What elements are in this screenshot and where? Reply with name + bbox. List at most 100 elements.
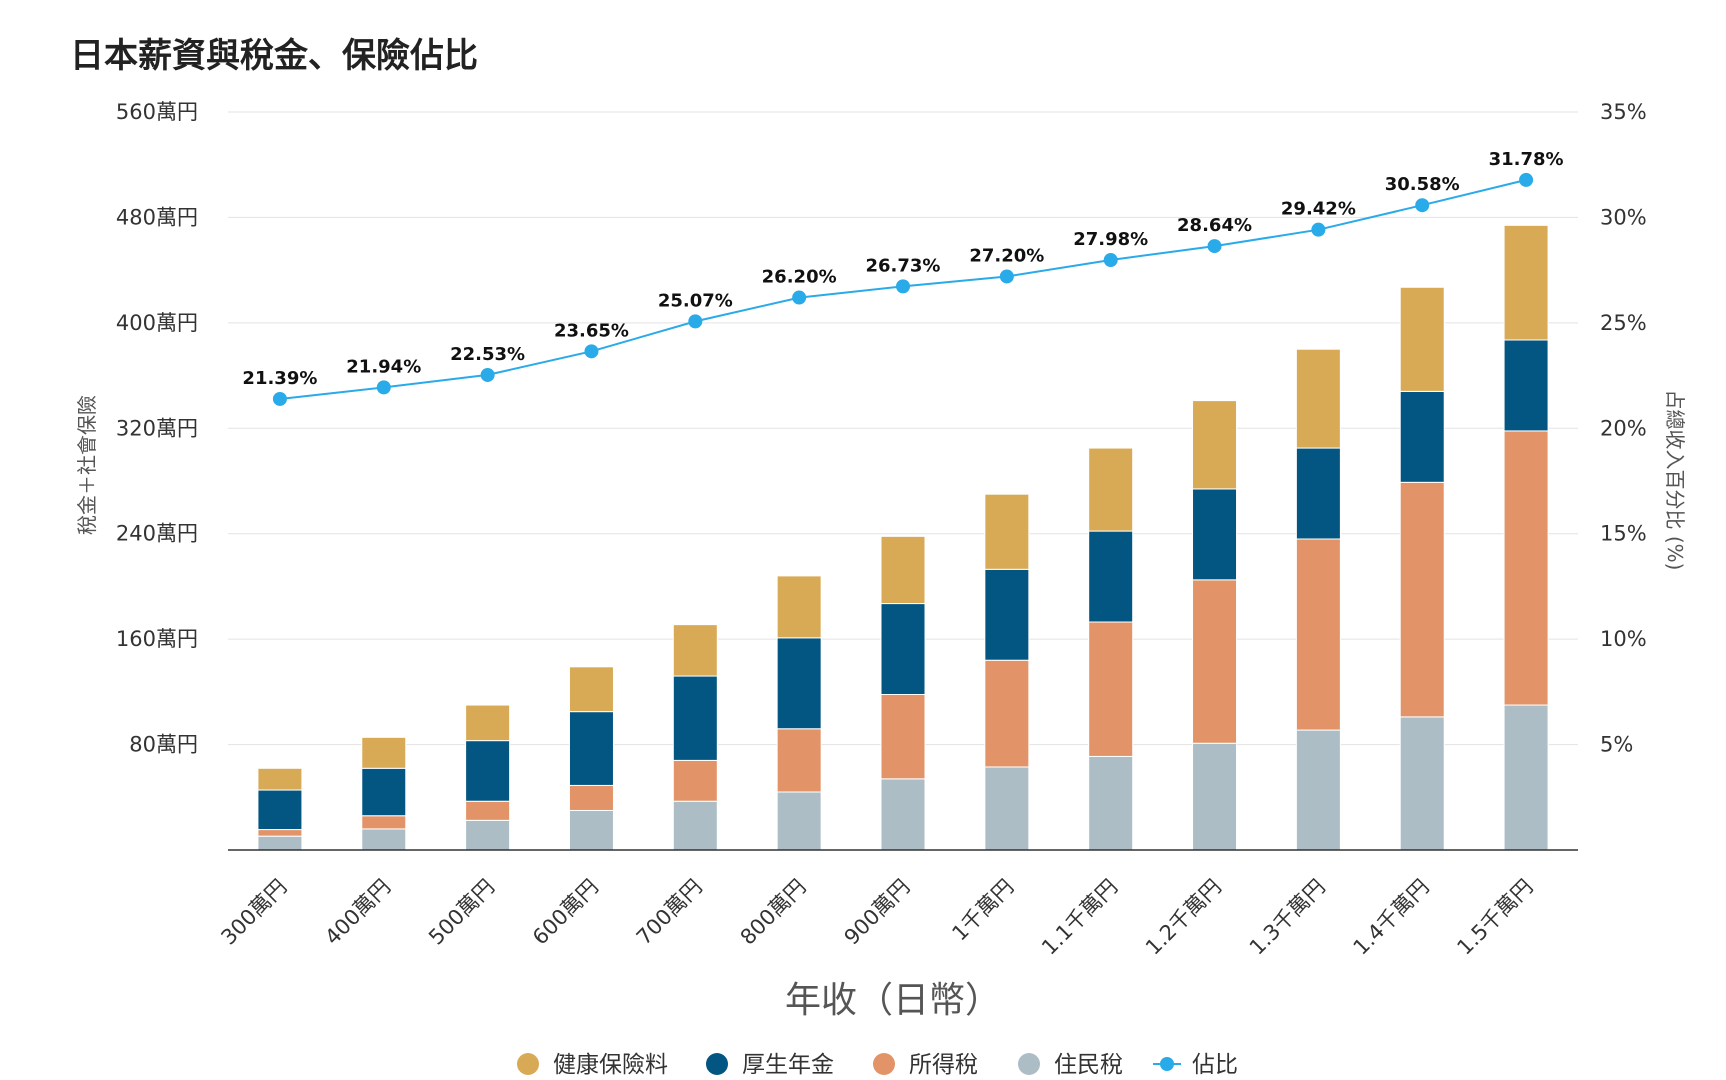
bar-segment — [257, 835, 303, 851]
y-tick-label: 560萬円 — [116, 100, 198, 124]
ratio-point — [1519, 172, 1534, 187]
bar-segment — [1088, 621, 1134, 757]
y2-axis-title: 占總收入百分比 (%) — [1663, 390, 1687, 571]
legend-label: 佔比 — [1192, 1052, 1238, 1078]
legend-point-icon — [1160, 1057, 1174, 1071]
bar-segment — [776, 791, 822, 851]
y2-tick-label: 30% — [1600, 205, 1647, 229]
bar-segment — [1192, 488, 1238, 581]
bar-segment — [465, 704, 511, 742]
legend: 健康保險料 厚生年金 所得稅 住民稅 佔比 — [517, 1052, 1238, 1078]
ratio-data-label: 25.07% — [658, 290, 733, 311]
bar-segment — [672, 675, 718, 761]
ratio-point — [480, 367, 495, 382]
y-axis-title: 稅金＋社會保險 — [75, 395, 99, 535]
chart-title: 日本薪資與稅金、保險佔比 — [70, 36, 478, 76]
x-tick-label: 1.2千萬円 — [1141, 875, 1226, 960]
bar-segment — [465, 740, 511, 802]
x-axis-title: 年收（日幣） — [785, 980, 1001, 1021]
bar-segment — [1295, 348, 1341, 449]
bar-segment — [1192, 400, 1238, 490]
bar-segment — [257, 789, 303, 831]
bar-segment — [672, 759, 718, 802]
ratio-point — [272, 391, 287, 406]
bar-segment — [1503, 704, 1549, 851]
ratio-data-label: 26.20% — [762, 267, 837, 288]
bar-segment — [1399, 286, 1445, 392]
bar-segment — [776, 728, 822, 793]
bar-segment — [1399, 716, 1445, 851]
bar-layer — [257, 224, 1549, 851]
legend-swatch — [517, 1053, 539, 1075]
bar-segment — [1192, 742, 1238, 851]
ratio-point — [376, 380, 391, 395]
bar-segment — [1399, 481, 1445, 718]
ratio-data-label: 28.64% — [1177, 215, 1252, 236]
bar-segment — [465, 819, 511, 851]
ratio-data-label: 27.20% — [969, 245, 1044, 266]
x-tick-label: 400萬円 — [320, 875, 395, 950]
bar-segment — [1503, 339, 1549, 432]
bar-segment — [776, 575, 822, 639]
legend-swatch — [1018, 1053, 1040, 1075]
y2-tick-label: 20% — [1600, 416, 1647, 440]
bar-segment — [361, 815, 407, 830]
y2-tick-label: 10% — [1600, 627, 1647, 651]
legend-label: 所得稅 — [909, 1052, 978, 1078]
y-tick-label: 400萬円 — [116, 311, 198, 335]
x-tick-label: 1千萬円 — [947, 875, 1018, 946]
ratio-point — [688, 314, 703, 329]
ratio-data-label: 21.39% — [242, 368, 317, 389]
x-tick-label: 1.5千萬円 — [1452, 875, 1537, 960]
bar-segment — [672, 800, 718, 851]
ratio-data-label: 29.42% — [1281, 199, 1356, 220]
bar-segment — [984, 659, 1030, 768]
bar-segment — [880, 778, 926, 851]
y2-tick-label: 25% — [1600, 311, 1647, 335]
bar-segment — [568, 809, 614, 851]
bar-segment — [1503, 224, 1549, 341]
x-tick-label: 1.4千萬円 — [1349, 875, 1434, 960]
legend-label: 健康保險料 — [553, 1052, 668, 1078]
bar-segment — [984, 493, 1030, 570]
bar-segment — [776, 637, 822, 730]
bar-segment — [1088, 755, 1134, 851]
ratio-point — [1311, 222, 1326, 237]
bar-segment — [1295, 447, 1341, 540]
bar-segment — [361, 767, 407, 817]
y-tick-label: 320萬円 — [116, 416, 198, 440]
legend-swatch — [706, 1053, 728, 1075]
bar-segment — [361, 736, 407, 769]
ratio-data-label: 23.65% — [554, 320, 629, 341]
bar-segment — [1088, 530, 1134, 623]
x-tick-label: 800萬円 — [736, 875, 811, 950]
bar-segment — [1088, 447, 1134, 532]
x-tick-label: 1.3千萬円 — [1245, 875, 1330, 960]
y2-tick-label: 5% — [1600, 733, 1633, 757]
bar-segment — [568, 666, 614, 713]
bar-segment — [1399, 390, 1445, 483]
x-tick-label: 900萬円 — [840, 875, 915, 950]
ratio-point — [1103, 253, 1118, 268]
x-tick-label: 700萬円 — [632, 875, 707, 950]
ratio-point — [1207, 239, 1222, 254]
ratio-point — [999, 269, 1014, 284]
ratio-point — [792, 290, 807, 305]
y2-tick-label: 15% — [1600, 522, 1647, 546]
bar-segment — [880, 693, 926, 780]
ratio-data-label: 30.58% — [1385, 174, 1460, 195]
ratio-point — [584, 344, 599, 359]
bar-segment — [257, 767, 303, 791]
ratio-data-label: 21.94% — [346, 356, 421, 377]
grid-layer — [228, 111, 1578, 746]
bar-segment — [984, 568, 1030, 661]
x-tick-label: 600萬円 — [528, 875, 603, 950]
ratio-point — [896, 279, 910, 294]
bar-segment — [568, 711, 614, 786]
x-tick-label: 1.1千萬円 — [1037, 875, 1122, 960]
y-tick-label: 80萬円 — [129, 733, 198, 757]
y2-tick-label: 35% — [1600, 100, 1647, 124]
y-tick-label: 240萬円 — [116, 522, 198, 546]
bar-segment — [1192, 579, 1238, 744]
bar-segment — [257, 829, 303, 837]
